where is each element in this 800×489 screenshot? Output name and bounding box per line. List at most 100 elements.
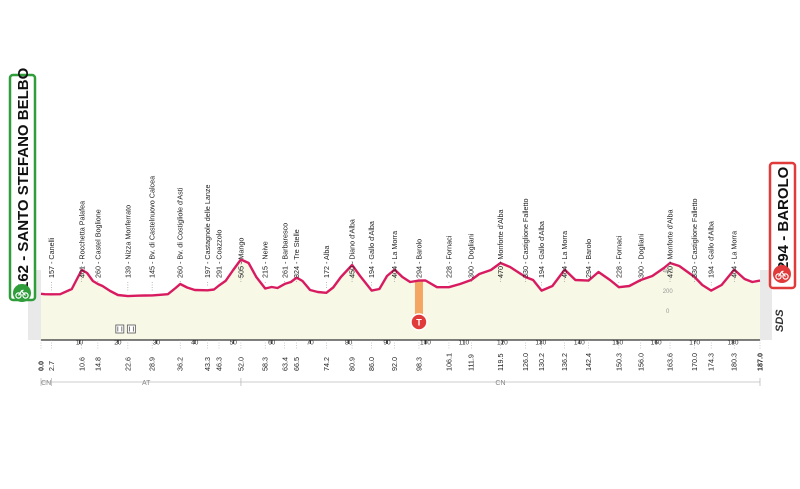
- sprint-badge: [410, 313, 428, 331]
- km-tick-label: 140: [574, 340, 585, 347]
- province-label: CN: [495, 380, 505, 387]
- sprint-marker-bar: [414, 281, 423, 320]
- km-labels: 0.0 2.7 10.6 14.8 22.6 28.9 36.2 43.3 46.3 52.0 58…: [37, 340, 765, 371]
- km-label: 156.0: [636, 353, 645, 371]
- km-label: 126.0: [521, 353, 530, 371]
- km-label: 111.9: [467, 354, 476, 371]
- place-label: 330 - Castiglione Falletto: [690, 198, 699, 278]
- province-label: CN: [41, 380, 51, 387]
- km-label: 43.3: [203, 357, 212, 371]
- sds-logo: SDS: [774, 309, 786, 332]
- place-label: 300 - Dogliani: [636, 233, 645, 278]
- km-tick-label: 40: [191, 340, 199, 347]
- km-tick-label: 80: [345, 340, 353, 347]
- km-tick-label: 60: [268, 340, 276, 347]
- sprint-badge-label: T: [416, 318, 422, 328]
- place-label: 505 - Mango: [236, 238, 245, 278]
- finish-shade: [760, 270, 772, 340]
- place-label: 470 - Monforte d'Alba: [496, 210, 505, 279]
- place-label: 300 - Dogliani: [467, 233, 476, 278]
- place-label: 324 - Tre Stelle: [292, 229, 301, 278]
- place-label: 294 - Barolo: [584, 239, 593, 278]
- km-label: 174.3: [707, 353, 716, 371]
- km-label: 86.0: [367, 357, 376, 371]
- place-label: 450 - Diano d'Alba: [348, 219, 357, 278]
- km-label: 187.0: [756, 353, 765, 371]
- place-label: 215 - Neive: [261, 241, 270, 278]
- km-label: 106.1: [444, 353, 453, 371]
- km-label: 142.4: [584, 353, 593, 371]
- elevation-ticks: 400 200 0: [663, 269, 674, 315]
- place-label: 139 - Nizza Monferrato: [123, 205, 132, 278]
- km-tick-label: 10: [76, 340, 84, 347]
- km-tick-label: 50: [230, 340, 238, 347]
- km-label: 119.5: [496, 354, 505, 371]
- profile-line: [40, 258, 761, 298]
- km-tick-label: 70: [307, 340, 315, 347]
- place-label: 197 - Castagnole delle Lanze: [203, 184, 212, 278]
- place-label: 157 - Canelli: [47, 237, 56, 278]
- province-bands: CN AT CN: [40, 378, 761, 387]
- place-label: 401 - Rocchetta Palafea: [77, 201, 86, 278]
- place-label: 291 - Coazzolo: [215, 230, 224, 278]
- cycling-icon: [13, 284, 31, 302]
- km-tick-label: 100: [420, 340, 431, 347]
- place-label: 194 - Gallo d'Alba: [537, 221, 546, 278]
- km-label: 36.2: [176, 357, 185, 371]
- place-label: 404 - La Morra: [390, 231, 399, 278]
- km-tick-label: 150: [612, 340, 623, 347]
- km-tick-label: 180: [728, 340, 739, 347]
- km-tick-label: 120: [497, 340, 508, 347]
- km-label: 92.0: [390, 357, 399, 371]
- place-label: 260 - Castel Boglione: [93, 209, 102, 278]
- km-label: 0.0: [37, 361, 46, 371]
- elevation-tick-label: 0: [666, 309, 670, 315]
- place-label: 145 - Bv. di Castelnuovo Calcea: [148, 176, 157, 278]
- elevation-tick-label: 200: [663, 289, 674, 295]
- km-label: 150.3: [614, 353, 623, 371]
- place-label: 194 - Gallo d'Alba: [707, 221, 716, 278]
- elevation-tick-label: 400: [663, 269, 674, 275]
- cycling-icon-glyph: [15, 289, 29, 299]
- km-label: 22.6: [123, 357, 132, 371]
- km-label: 63.4: [280, 357, 289, 371]
- km-tick-label: 30: [153, 340, 161, 347]
- place-label: 470 - Monforte d'Alba: [666, 210, 675, 279]
- km-tick-label: 110: [459, 340, 470, 347]
- km-label: 66.5: [292, 357, 301, 371]
- finish-label: 294 - BAROLO: [775, 166, 792, 270]
- km-label: 14.8: [93, 357, 102, 371]
- profile-area: [41, 259, 760, 340]
- place-label: 330 - Castiglione Falletto: [521, 198, 530, 278]
- cycling-icon: [773, 265, 791, 283]
- km-label: 130.2: [537, 353, 546, 371]
- start-label: 162 - SANTO STEFANO BELBO: [15, 67, 32, 290]
- place-label: 404 - La Morra: [560, 231, 569, 278]
- km-tick-label: 130: [535, 340, 546, 347]
- km-label: 163.6: [666, 353, 675, 371]
- province-label: AT: [142, 380, 151, 387]
- km-label: 52.0: [236, 357, 245, 371]
- km-label: 80.9: [348, 357, 357, 371]
- finish-banner-frame: [768, 161, 797, 290]
- place-label: 194 - Gallo d'Alba: [367, 221, 376, 278]
- km-label: 46.3: [215, 357, 224, 371]
- place-label: 404 - La Morra: [730, 231, 739, 278]
- km-label: 58.3: [261, 357, 270, 371]
- place-label: 294 - Barolo: [414, 239, 423, 278]
- place-label: 261 - Barbaresco: [280, 223, 289, 278]
- cycling-icon-glyph: [775, 270, 789, 280]
- km-label: 136.2: [560, 353, 569, 371]
- place-label: 228 - Fornaci: [614, 235, 623, 278]
- place-label: 172 - Alba: [322, 246, 331, 278]
- rail-crossing-icon: [115, 324, 125, 334]
- km-label: 170.0: [690, 353, 699, 371]
- km-label: 28.9: [148, 357, 157, 371]
- km-tick-label: 160: [651, 340, 662, 347]
- km-label: 2.7: [47, 361, 56, 371]
- km-label: 180.3: [730, 353, 739, 371]
- place-labels: 157 - Canelli 401 - Rocchetta Palafea 260 …: [47, 176, 739, 293]
- start-banner: 162 - SANTO STEFANO BELBO: [8, 67, 37, 302]
- km-label: 74.2: [322, 357, 331, 371]
